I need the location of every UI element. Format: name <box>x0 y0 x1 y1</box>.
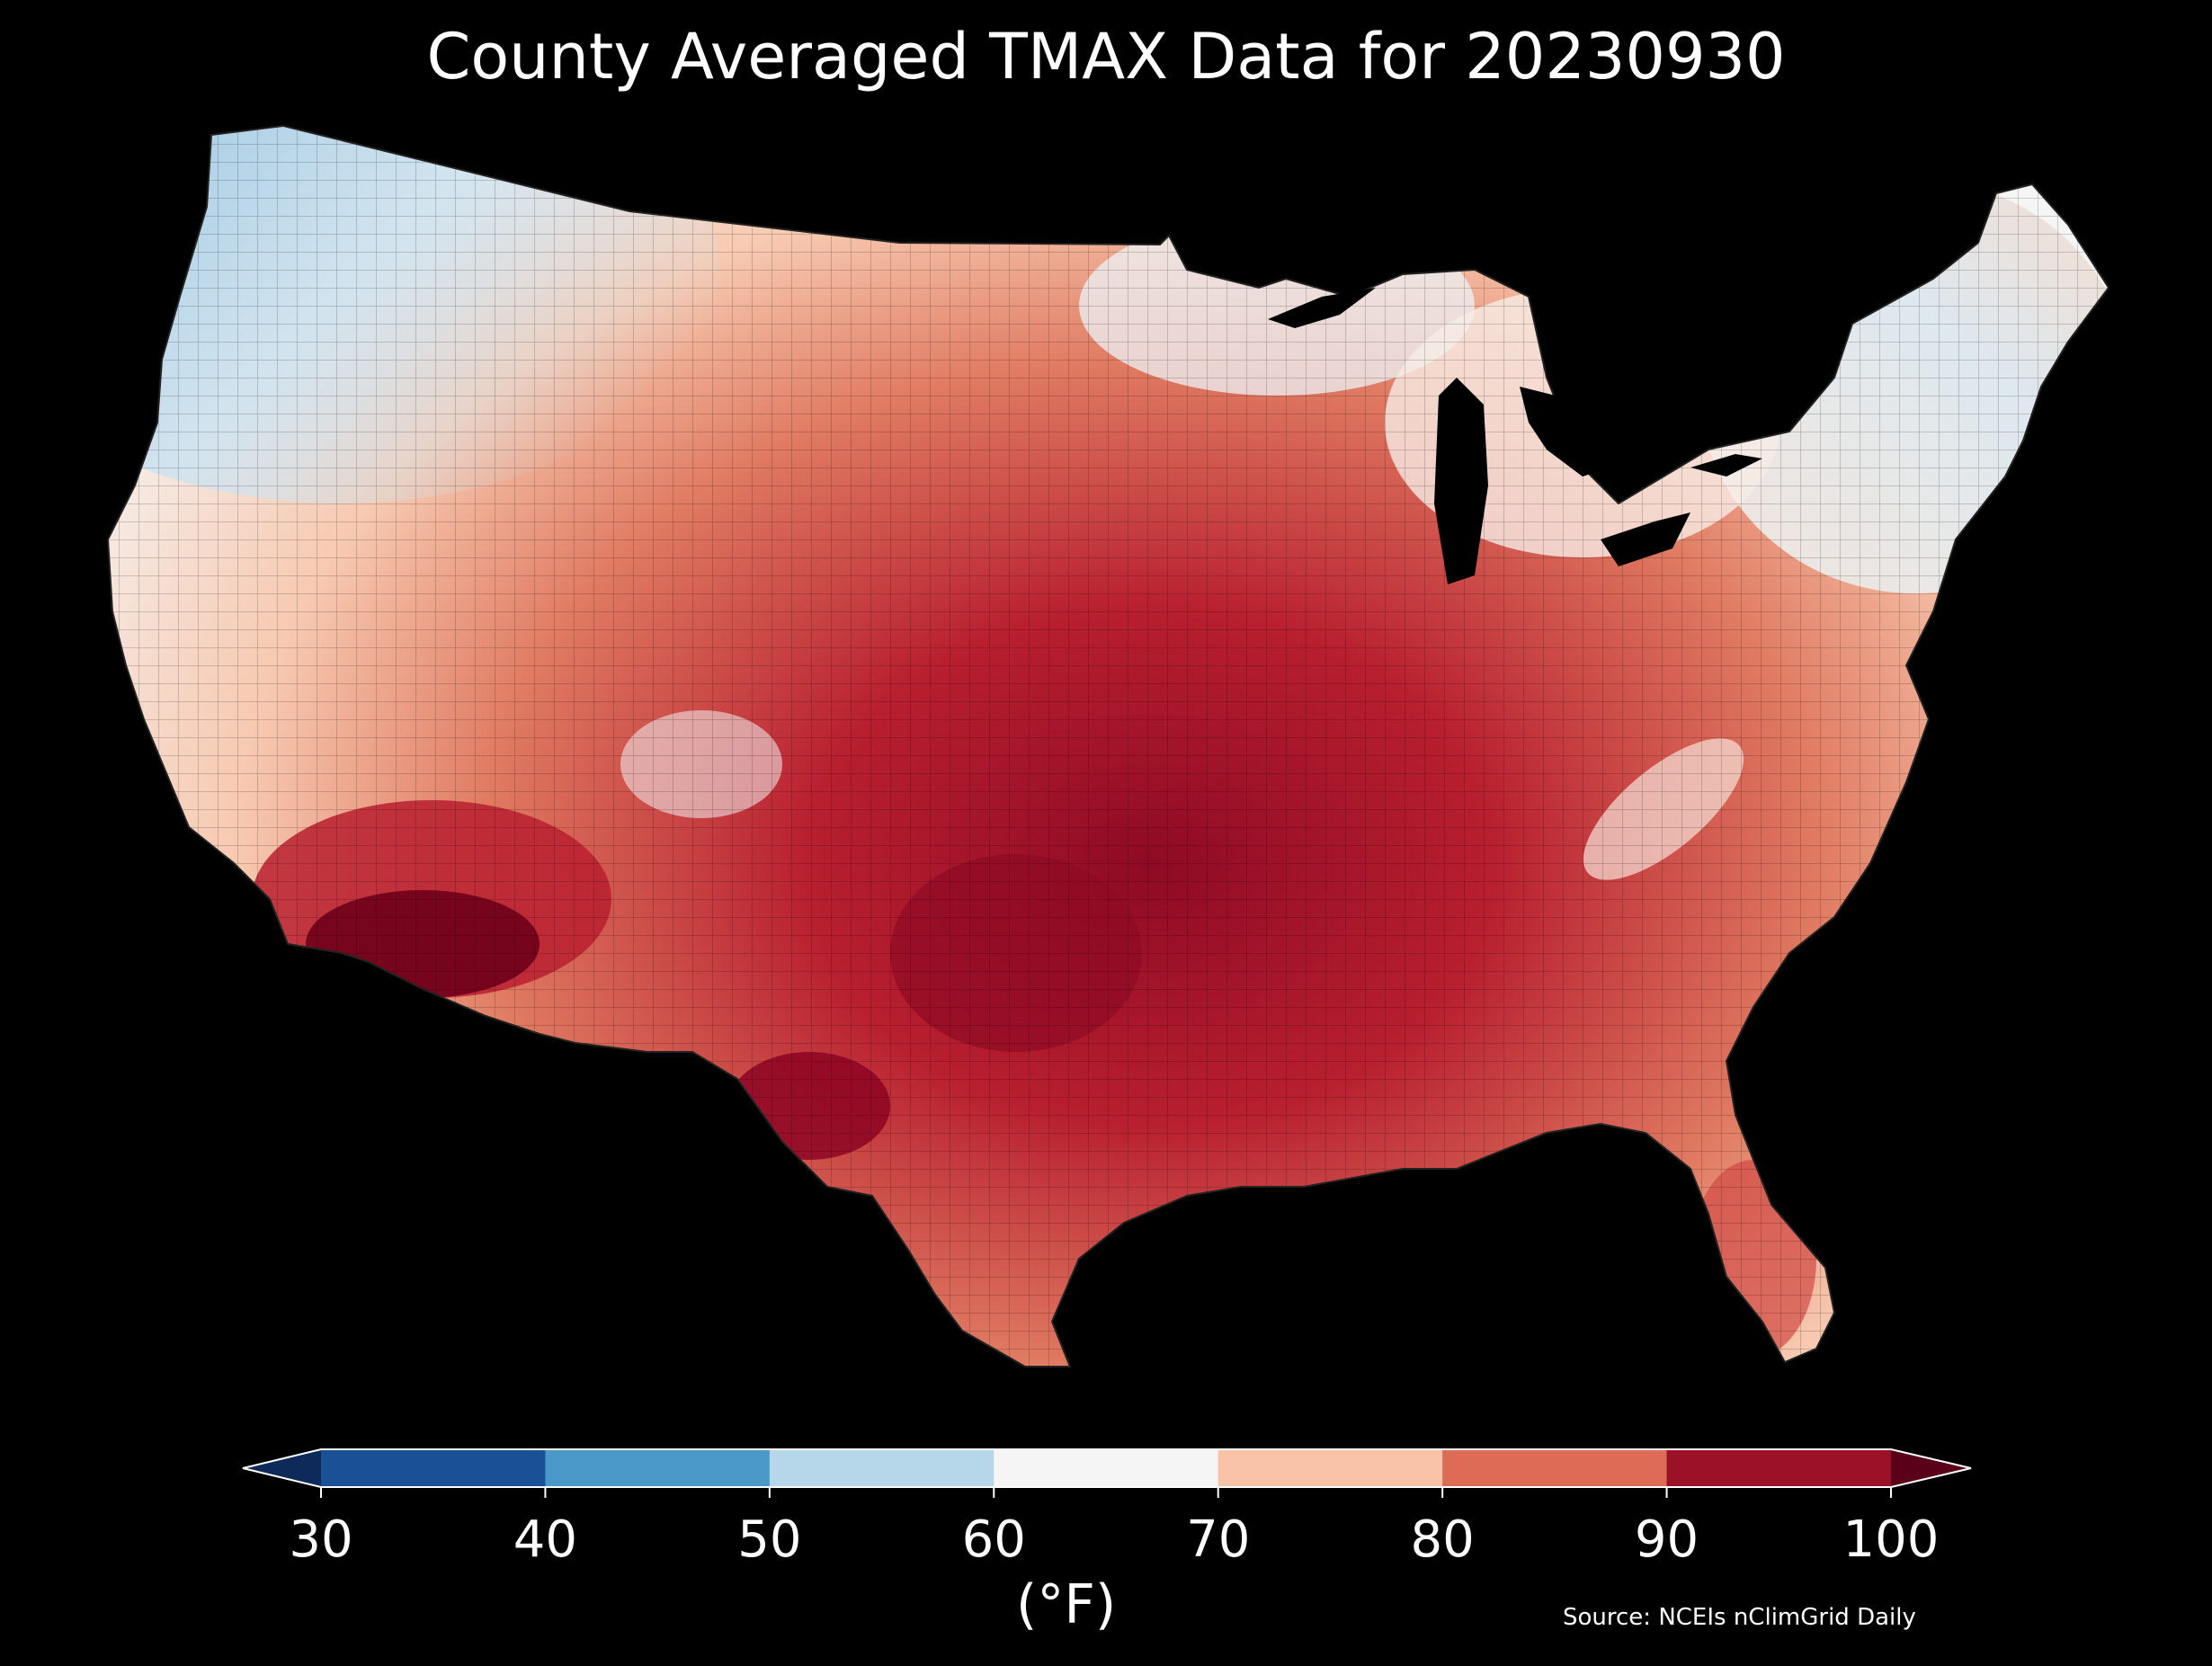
colorbar-segment <box>1666 1449 1892 1487</box>
colorbar-tick-label: 70 <box>1186 1510 1251 1569</box>
colorbar-tick-label: 40 <box>513 1510 578 1569</box>
map-title: County Averaged TMAX Data for 20230930 <box>426 20 1786 94</box>
colorbar-segment <box>321 1449 546 1487</box>
colorbar-segment <box>994 1449 1219 1487</box>
colorbar-tick-label: 60 <box>961 1510 1026 1569</box>
source-credit: Source: NCEIs nClimGrid Daily <box>1563 1604 1916 1631</box>
colorbar-segment <box>769 1449 995 1487</box>
colorbar-tick-label: 90 <box>1634 1510 1699 1569</box>
colorbar-tick-label: 80 <box>1410 1510 1475 1569</box>
colorbar-tick-label: 100 <box>1842 1510 1940 1569</box>
colorbar-tick-label: 30 <box>289 1510 353 1569</box>
great-lakes <box>1268 288 1762 584</box>
us-outline <box>106 124 2110 1368</box>
colorbar-unit-label: (°F) <box>1016 1573 1117 1636</box>
colorbar-under-arrow <box>243 1449 321 1487</box>
colorbar-segment <box>1217 1449 1443 1487</box>
colorbar-over-arrow <box>1891 1449 1971 1487</box>
colorbar-segment <box>545 1449 771 1487</box>
colorbar-tick-label: 50 <box>737 1510 802 1569</box>
colorbar-segment <box>1442 1449 1668 1487</box>
